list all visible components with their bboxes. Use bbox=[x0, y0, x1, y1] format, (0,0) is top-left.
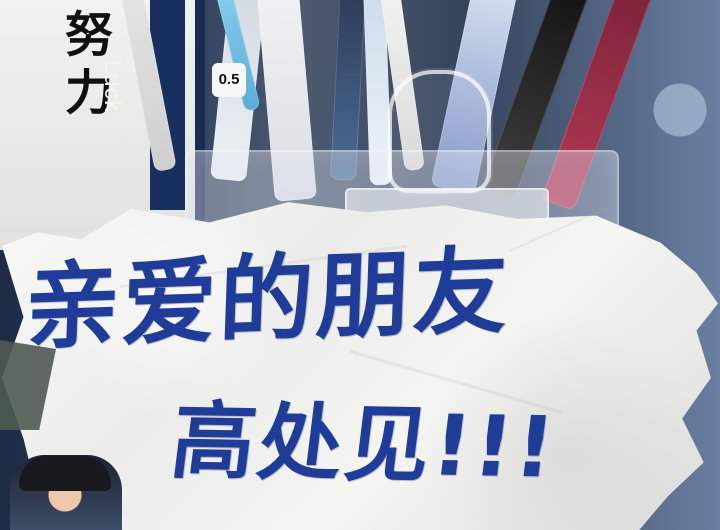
torn-paper-note bbox=[2, 202, 718, 530]
pencil-lead-size-label: 0.5 bbox=[212, 63, 246, 97]
binder-clip-handle bbox=[388, 70, 491, 193]
book-title-char-1: 努 bbox=[65, 7, 116, 63]
book-title-char-2: 力 bbox=[65, 65, 116, 121]
book-cover: 努 力 d Luck bbox=[0, 0, 205, 250]
handwritten-note-line-2: 高处见!!! bbox=[165, 391, 563, 497]
handwritten-note-line-1: 亲爱的朋友 bbox=[23, 237, 512, 364]
book-chinese-title: 努 力 bbox=[65, 6, 115, 122]
acrylic-figure-hair bbox=[19, 456, 111, 491]
